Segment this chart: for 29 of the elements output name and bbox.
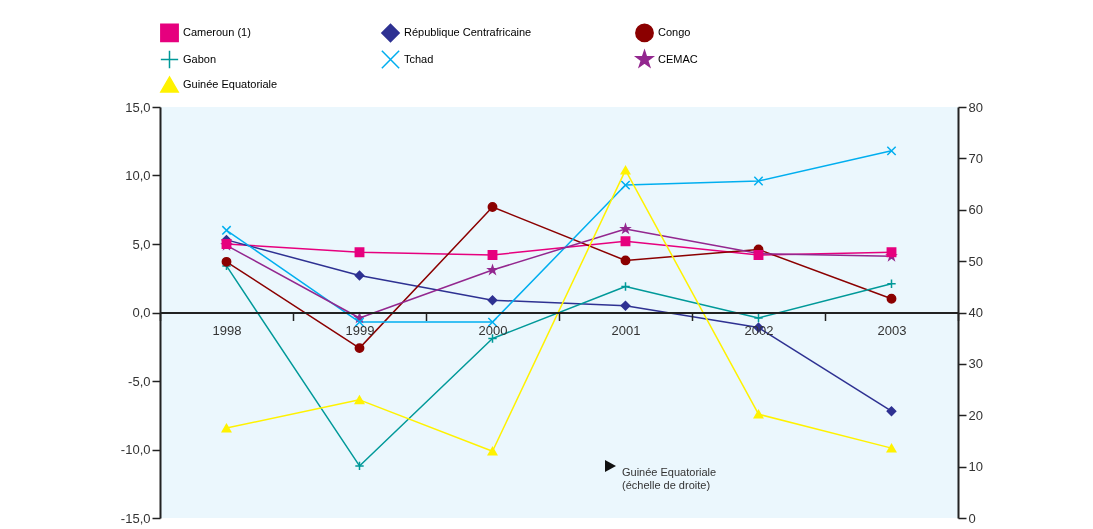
legend-label: Cameroun (1)	[183, 25, 251, 38]
legend-label: Tchad	[404, 52, 434, 65]
y2-tick-label: 60	[968, 202, 983, 218]
y2-tick-label: 30	[968, 356, 983, 372]
x-tick-label: 1998	[212, 323, 242, 338]
x-tick-label: 1999	[345, 323, 375, 338]
y-tick-label: 5,0	[132, 236, 151, 252]
y2-tick-label: 50	[968, 253, 983, 269]
legend-label: Guinée Equatoriale	[183, 77, 278, 90]
legend-label: CEMAC	[658, 52, 698, 65]
annotation: Guinée Equatoriale (échelle de droite)	[622, 466, 717, 492]
y-tick-label: -5,0	[128, 373, 151, 389]
y2-tick-label: 40	[968, 305, 983, 320]
y-tick-label: 15,0	[125, 99, 151, 115]
y-tick-label: 0,0	[132, 305, 151, 320]
y2-tick-label: 80	[968, 99, 983, 115]
legend-label: République Centrafricaine	[404, 25, 532, 38]
x-tick-label: 2001	[611, 323, 641, 338]
y-tick-label: 10,0	[125, 168, 151, 183]
y2-tick-label: 20	[968, 407, 983, 423]
y2-tick-label: 70	[968, 150, 983, 166]
x-tick-label: 2003	[877, 323, 907, 338]
legend-label: Congo	[658, 25, 691, 38]
y2-tick-label: 10	[968, 459, 983, 475]
x-tick-label: 2000	[478, 323, 508, 338]
y-tick-label: -10,0	[120, 442, 151, 457]
y2-tick-label: 0	[968, 510, 976, 526]
legend-label: Gabon	[183, 52, 217, 65]
y-tick-label: -15,0	[120, 510, 151, 526]
